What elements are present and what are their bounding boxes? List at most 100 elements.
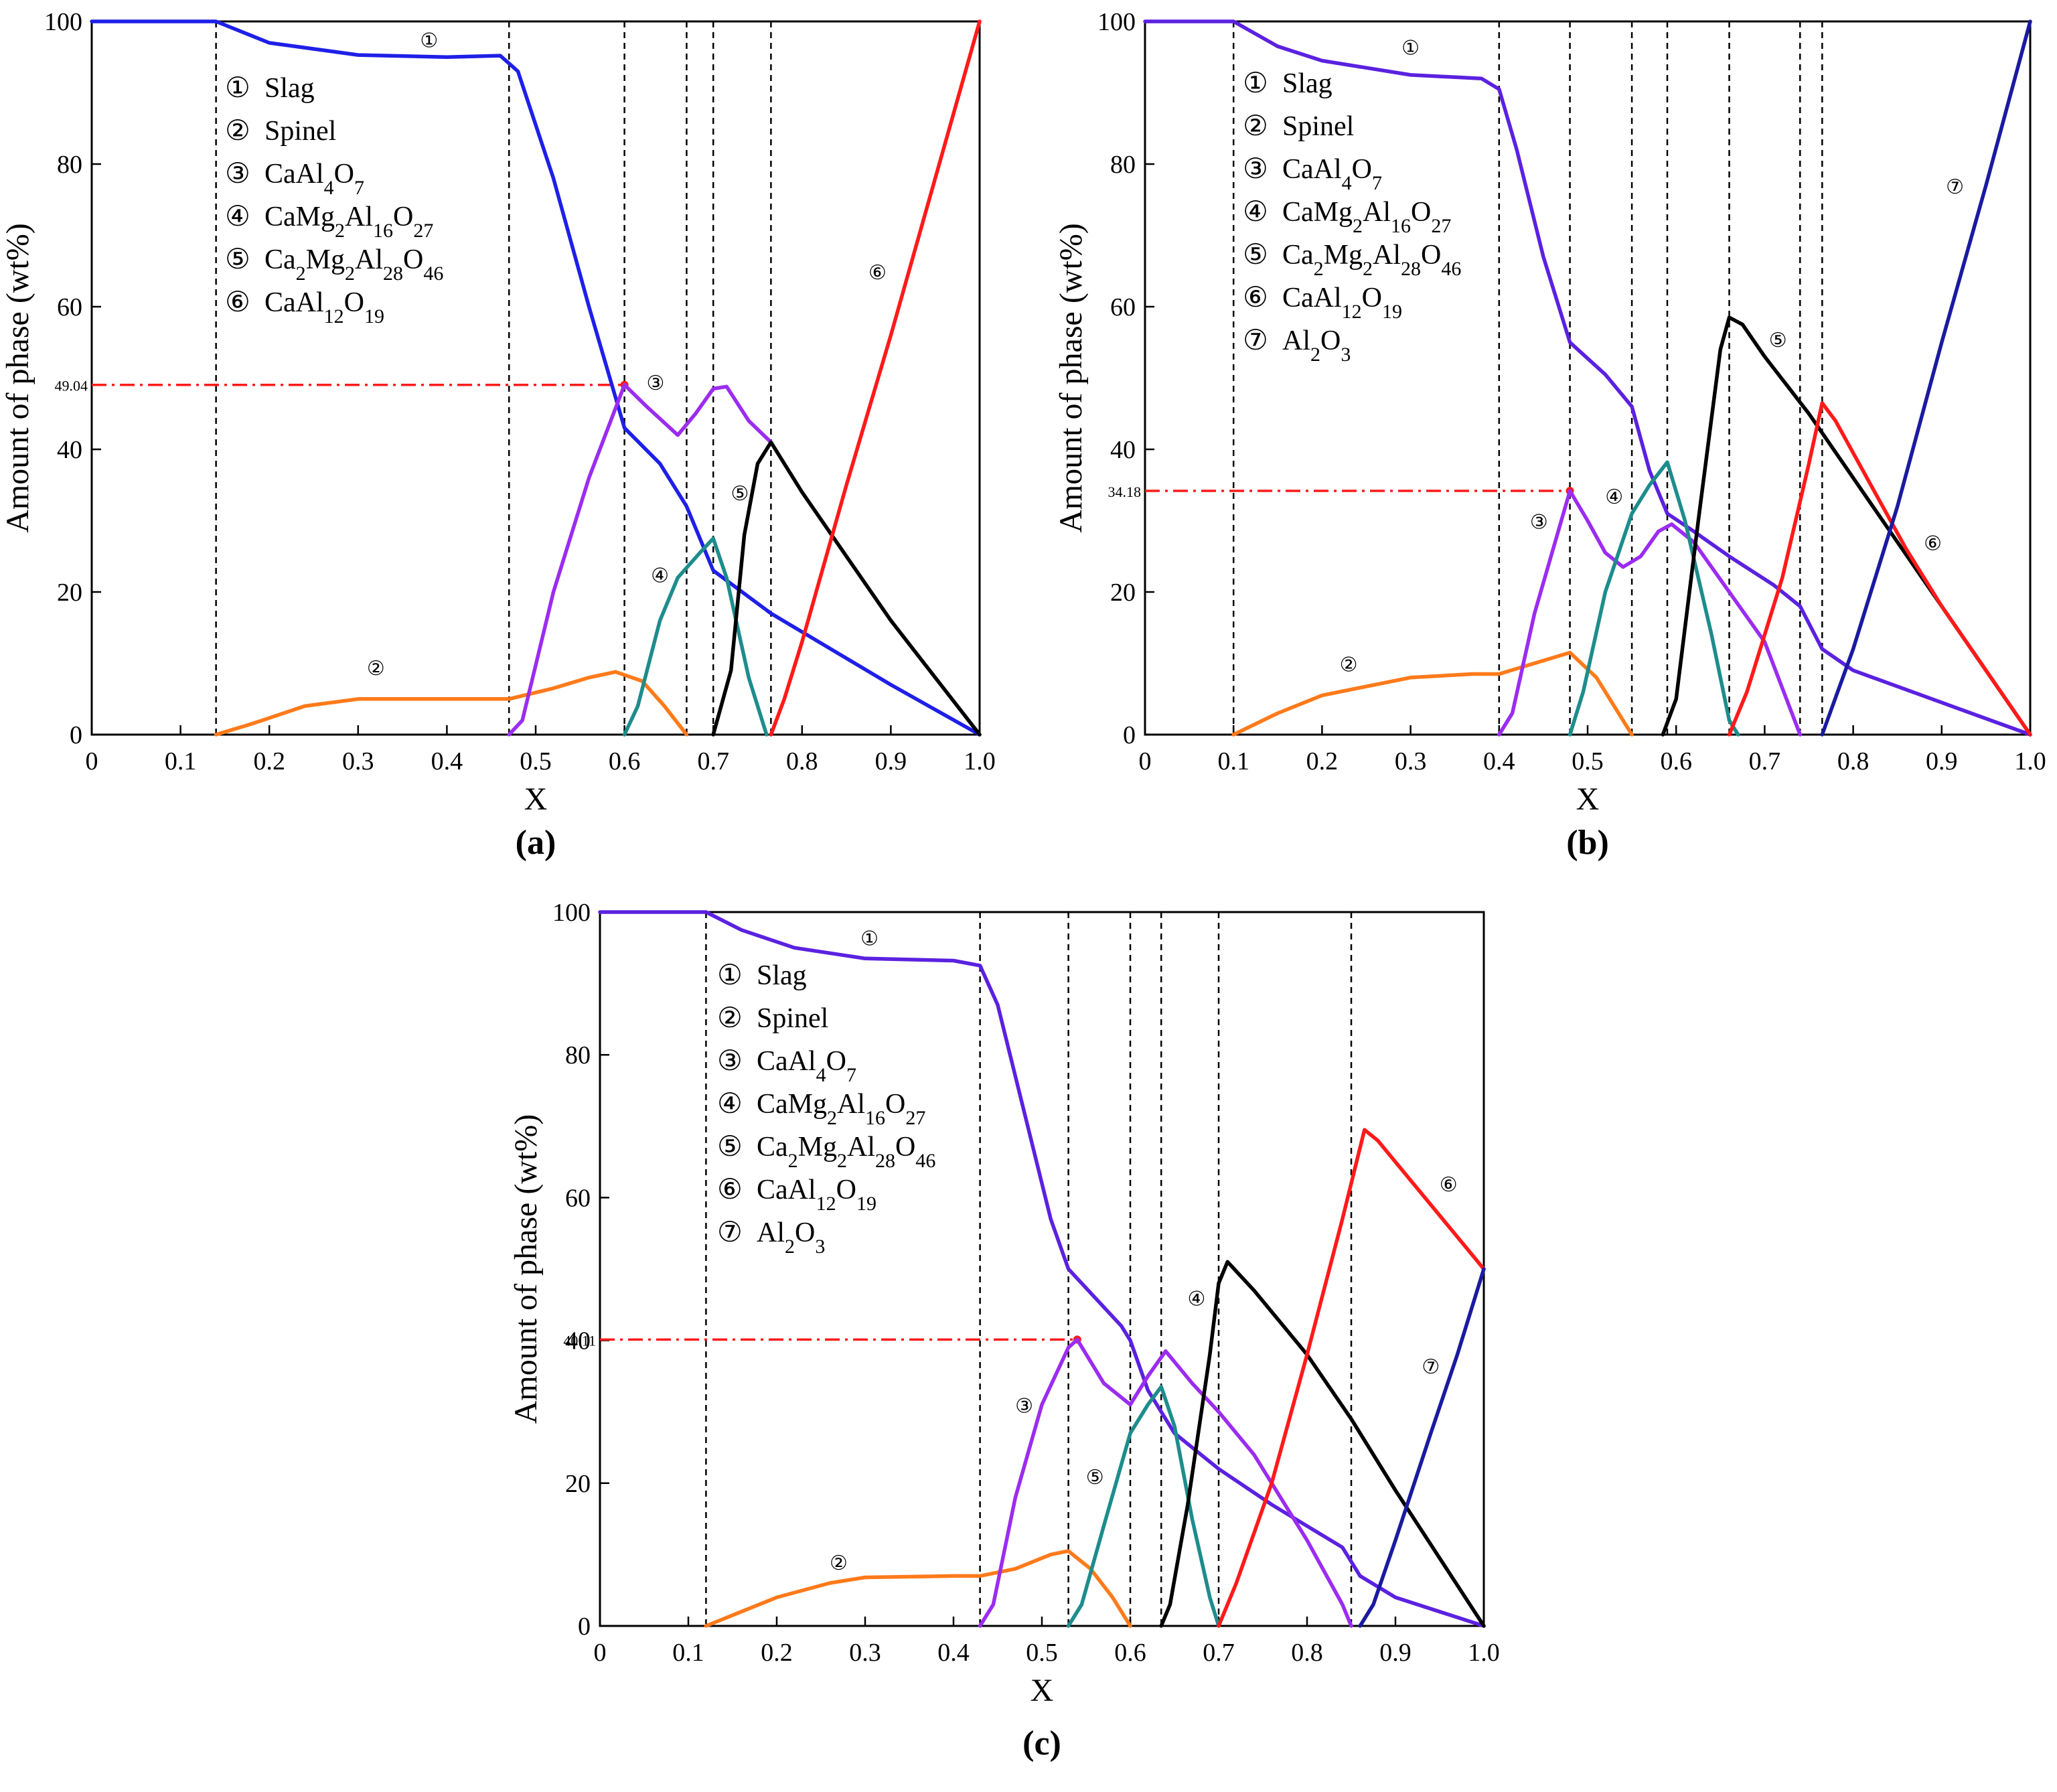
legend-label: Slag [757, 960, 807, 991]
y-tick-label: 40 [57, 436, 82, 464]
legend-marker: ⑤ [717, 1132, 743, 1163]
legend-label: Spinel [757, 1003, 828, 1034]
legend-marker: ② [1243, 111, 1268, 142]
legend-marker: ④ [225, 202, 250, 232]
series-marker-label: ① [860, 927, 879, 950]
y-tick-label: 100 [1097, 8, 1136, 36]
y-axis-title: Amount of phase (wt%) [1053, 223, 1089, 533]
x-tick-label: 0.3 [849, 1639, 881, 1667]
legend-label: CaAl4O7 [264, 159, 364, 199]
y-tick-label: 60 [565, 1184, 591, 1212]
series-line-camg2al16o27 [1568, 460, 1740, 737]
legend-label: Slag [264, 73, 315, 104]
legend-marker: ③ [225, 159, 250, 190]
x-tick-label: 0.7 [1203, 1639, 1235, 1667]
series-marker-label: ② [1340, 654, 1358, 676]
legend-marker: ⑦ [717, 1217, 743, 1248]
x-axis-title: X [524, 781, 548, 817]
x-tick-label: 1.0 [1468, 1639, 1500, 1667]
x-tick-label: 0.7 [1749, 747, 1781, 775]
series-line-camg2al16o27 [1066, 1385, 1221, 1628]
y-tick-label: 100 [44, 8, 82, 36]
series-marker-label: ④ [1605, 486, 1623, 508]
x-tick-label: 0.6 [1660, 747, 1692, 775]
series-marker-label: ⑦ [1946, 176, 1964, 198]
x-tick-label: 1.0 [964, 747, 996, 775]
legend-marker: ⑦ [1243, 325, 1268, 356]
legend-label: Spinel [264, 116, 336, 147]
x-tick-label: 0 [594, 1639, 607, 1667]
legend-marker: ② [225, 116, 250, 147]
x-tick-label: 0.2 [761, 1639, 793, 1667]
y-tick-label: 40 [1110, 436, 1136, 464]
legend-label: CaAl4O7 [757, 1046, 856, 1086]
x-tick-label: 0.2 [253, 747, 285, 775]
series-line-al2o3 [1820, 19, 2032, 737]
series-marker-label: ④ [651, 565, 669, 587]
legend-marker: ① [225, 73, 250, 104]
x-tick-label: 0 [1139, 747, 1152, 775]
y-tick-label: 0 [70, 721, 82, 749]
x-tick-label: 0.3 [342, 747, 374, 775]
panel-label: (a) [516, 824, 556, 862]
y-tick-label: 80 [57, 151, 82, 179]
legend-label: Ca2Mg2Al28O46 [264, 244, 443, 285]
series-marker-label: ⑥ [1440, 1174, 1458, 1196]
x-axis-title: X [1576, 781, 1600, 817]
legend-label: Al2O3 [1282, 325, 1351, 366]
x-tick-label: 0.9 [1379, 1639, 1412, 1667]
x-tick-label: 0.4 [937, 1639, 970, 1667]
chart-panel-a: 0 0.1 0.2 0.3 0.4 0.5 0.6 0.7 0.8 0.9 1.0 0 20 40 60 80… [0, 8, 996, 862]
series-line-caal12o19 [1217, 1128, 1486, 1628]
x-tick-label: 0.2 [1306, 747, 1339, 775]
x-axis-title: X [1031, 1673, 1054, 1708]
x-tick-label: 0.6 [609, 747, 641, 775]
legend-label: CaMg2Al16O27 [757, 1089, 925, 1129]
series-line-ca2mg2al28o46 [1159, 1260, 1486, 1628]
x-tick-label: 0.8 [786, 747, 818, 775]
x-tick-label: 0.4 [1483, 747, 1515, 775]
legend-marker: ③ [1243, 154, 1268, 185]
series-line-slag [1143, 19, 2032, 737]
reference-value-label: 40.11 [563, 1332, 596, 1349]
legend-label: CaMg2Al16O27 [264, 202, 433, 242]
legend-marker: ⑤ [1243, 240, 1268, 271]
legend-label: CaAl12O19 [1282, 283, 1402, 323]
x-tick-label: 0.9 [875, 747, 907, 775]
legend-marker: ⑥ [1243, 283, 1268, 313]
x-tick-label: 0.1 [672, 1639, 704, 1667]
legend-label: CaAl12O19 [264, 287, 384, 327]
x-tick-label: 0.9 [1926, 747, 1958, 775]
x-tick-label: 0.5 [1572, 747, 1604, 775]
reference-value-label: 34.18 [1108, 483, 1142, 500]
series-line-al2o3 [1358, 1267, 1486, 1628]
series-marker-label: ① [420, 30, 438, 52]
y-tick-label: 20 [565, 1470, 591, 1498]
legend-label: Slag [1282, 68, 1332, 99]
x-tick-label: 0.1 [1217, 747, 1249, 775]
chart-panel-b: 0 0.1 0.2 0.3 0.4 0.5 0.6 0.7 0.8 0.9 1.0 0 20 40 60 80… [1053, 8, 2046, 862]
legend-marker: ⑥ [225, 287, 250, 318]
series-marker-label: ⑦ [1422, 1356, 1440, 1378]
y-tick-label: 80 [1110, 151, 1136, 179]
reference-value-label: 49.04 [55, 378, 88, 394]
y-tick-label: 20 [57, 579, 82, 607]
series-marker-label: ⑥ [868, 262, 887, 284]
chart-panel-c: 0 0.1 0.2 0.3 0.4 0.5 0.6 0.7 0.8 0.9 1.0 0 20 40 60 80… [508, 899, 1500, 1763]
x-tick-label: 0.7 [697, 747, 729, 775]
y-tick-label: 100 [552, 899, 591, 927]
series-marker-label: ⑤ [1086, 1467, 1104, 1489]
series-marker-label: ② [367, 658, 385, 680]
x-tick-label: 0.3 [1395, 747, 1427, 775]
y-axis-title: Amount of phase (wt%) [0, 223, 35, 533]
y-tick-label: 60 [57, 293, 82, 321]
y-tick-label: 60 [1110, 293, 1136, 321]
x-tick-label: 0.5 [520, 747, 552, 775]
legend-label: Ca2Mg2Al28O46 [757, 1132, 935, 1172]
series-marker-label: ④ [1188, 1288, 1206, 1311]
legend-marker: ① [717, 960, 743, 991]
legend-label: CaAl12O19 [757, 1175, 877, 1215]
legend-label: Spinel [1282, 111, 1354, 142]
panel-label: (b) [1566, 824, 1609, 862]
series-line-ca2mg2al28o46 [711, 440, 982, 737]
